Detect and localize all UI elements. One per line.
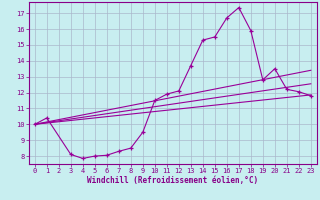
X-axis label: Windchill (Refroidissement éolien,°C): Windchill (Refroidissement éolien,°C) (87, 176, 258, 185)
